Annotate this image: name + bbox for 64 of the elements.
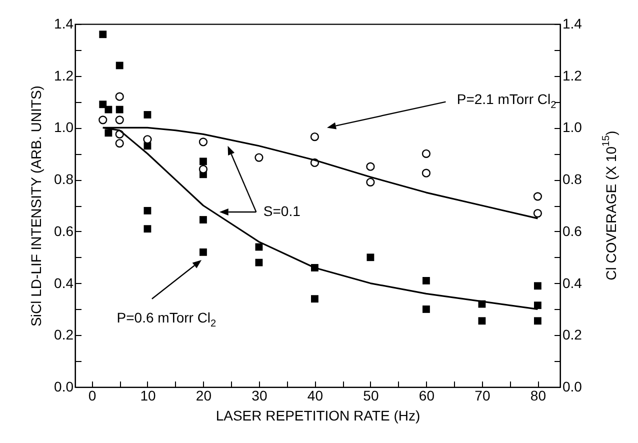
point xyxy=(310,132,320,142)
y-tick-label: 0.2 xyxy=(54,326,74,343)
point xyxy=(104,129,112,137)
point xyxy=(422,168,431,178)
y-tick-label: 0.6 xyxy=(54,222,74,239)
point xyxy=(104,106,112,114)
point xyxy=(200,158,207,166)
point xyxy=(533,208,542,218)
y2-tick-label: 0.0 xyxy=(562,378,582,394)
point xyxy=(144,206,152,214)
point xyxy=(311,295,318,303)
y-tick-label: 0.0 xyxy=(54,378,74,394)
annotation: S=0.1 xyxy=(263,202,301,219)
point xyxy=(198,164,208,174)
y-tick-label: 1.0 xyxy=(54,119,74,136)
point xyxy=(254,153,264,162)
x-axis-title: LASER REPETITION RATE (Hz) xyxy=(216,408,420,424)
point xyxy=(99,30,107,38)
point xyxy=(533,192,542,201)
y-tick-label: 0.8 xyxy=(54,171,74,188)
point xyxy=(422,306,430,313)
point xyxy=(534,317,542,325)
y2-tick-label: 1.4 xyxy=(562,16,582,32)
point xyxy=(115,92,124,101)
point xyxy=(198,138,208,146)
y-tick-label: 1.2 xyxy=(54,67,74,84)
x-tick-label: 40 xyxy=(307,388,324,404)
y-axis-title: SiCl LD-LIF INTENSITY (ARB. UNITS) xyxy=(28,86,44,326)
point xyxy=(366,162,375,171)
point xyxy=(115,138,124,148)
point xyxy=(200,248,207,256)
y2-tick-label: 0.4 xyxy=(562,274,582,291)
x-tick-label: 10 xyxy=(140,388,156,404)
point xyxy=(255,258,263,266)
y-tick-label: 0.4 xyxy=(54,274,74,291)
x-tick-label: 30 xyxy=(252,388,268,404)
y2-tick-label: 0.6 xyxy=(562,222,582,239)
x-tick-label: 20 xyxy=(196,388,212,404)
y2-tick-label: 1.0 xyxy=(562,119,582,136)
point xyxy=(478,317,486,325)
point xyxy=(366,178,375,186)
y2-tick-label: 0.8 xyxy=(562,171,582,188)
point xyxy=(99,100,107,108)
x-tick-label: 80 xyxy=(530,388,546,404)
point xyxy=(366,254,374,262)
point xyxy=(116,62,124,70)
x-tick-label: 0 xyxy=(88,388,96,404)
point xyxy=(144,111,152,118)
point xyxy=(144,225,152,233)
y2-tick-label: 0.2 xyxy=(562,326,582,343)
y-tick-label: 1.4 xyxy=(54,16,74,32)
point xyxy=(200,216,207,224)
x-tick-label: 70 xyxy=(474,388,490,404)
x-tick-label: 60 xyxy=(418,388,435,404)
y2-tick-label: 1.2 xyxy=(562,67,582,84)
point xyxy=(422,149,431,158)
x-tick-label: 50 xyxy=(363,388,379,404)
point xyxy=(534,282,542,290)
point xyxy=(422,276,430,284)
point xyxy=(98,116,108,124)
point xyxy=(534,302,542,310)
point xyxy=(115,116,124,124)
annotation: P=0.6 mTorr Cl$_{2}$ xyxy=(116,308,217,330)
point xyxy=(116,106,124,114)
